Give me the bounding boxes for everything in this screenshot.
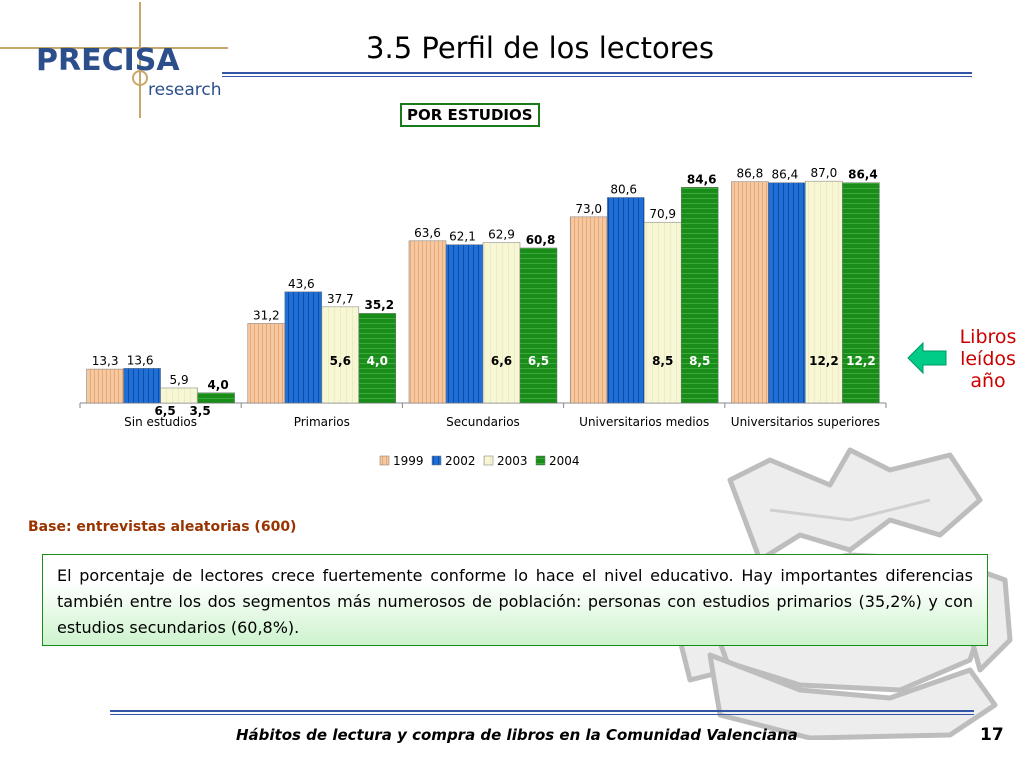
bar-1999-1	[86, 368, 124, 404]
books-read-label: Libros leídos año	[942, 326, 1024, 392]
logo-subtext: research	[148, 80, 222, 100]
data-label-1999-5: 86,8	[737, 167, 764, 181]
summary-box: El porcentaje de lectores crece fuerteme…	[42, 554, 988, 646]
chart-title: POR ESTUDIOS	[400, 103, 540, 127]
bar-2002-4	[606, 197, 645, 404]
bar-2004-2	[358, 312, 397, 404]
data-label-2002-5: 86,4	[772, 168, 799, 182]
books-read-2003-1: 6,5	[154, 404, 175, 418]
books-read-2004-2: 4,0	[367, 354, 388, 368]
data-label-2004-3: 60,8	[526, 233, 556, 247]
bar-2004-5	[842, 182, 880, 404]
books-read-label-line2: leídos	[960, 348, 1016, 370]
data-label-2004-2: 35,2	[364, 298, 394, 312]
header-rule-thin	[222, 76, 972, 77]
x-tick-label: Secundarios	[446, 415, 520, 429]
logo-text: PRECISA	[36, 43, 180, 78]
bar-2003-5	[805, 180, 843, 404]
legend-label-1999: 1999	[393, 454, 424, 468]
data-label-2003-3: 62,9	[488, 228, 515, 242]
books-read-2004-3: 6,5	[528, 354, 549, 368]
data-label-1999-1: 13,3	[92, 354, 119, 368]
data-label-2002-3: 62,1	[449, 230, 476, 244]
bar-2002-3	[445, 244, 484, 404]
bar-2003-2	[321, 306, 360, 404]
data-label-2003-1: 5,9	[170, 373, 189, 387]
legend-swatch-2002	[431, 455, 442, 466]
data-label-2002-4: 80,6	[610, 182, 637, 196]
data-label-2004-4: 84,6	[687, 172, 717, 186]
books-read-label-line3: año	[970, 370, 1006, 392]
bar-2004-1	[197, 392, 235, 404]
data-label-2003-2: 37,7	[327, 292, 354, 306]
x-tick-label: Sin estudios	[124, 415, 197, 429]
legend-label-2003: 2003	[497, 454, 528, 468]
books-read-2003-5: 12,2	[809, 354, 839, 368]
data-label-2002-2: 43,6	[288, 277, 315, 291]
page-number: 17	[980, 725, 1004, 745]
books-read-2003-4: 8,5	[652, 354, 673, 368]
bar-2002-2	[284, 291, 323, 404]
data-label-1999-4: 73,0	[575, 202, 602, 216]
bar-2003-1	[160, 387, 198, 404]
data-label-1999-3: 63,6	[414, 226, 441, 240]
footer-rule	[110, 710, 974, 712]
data-label-2002-1: 13,6	[127, 353, 154, 367]
bar-1999-5	[731, 181, 769, 404]
footer-rule-thin	[110, 714, 974, 715]
legend-swatch-1999	[379, 455, 390, 466]
data-label-2004-5: 86,4	[848, 168, 878, 182]
header-rule	[222, 72, 972, 74]
arrow-left-icon	[907, 341, 947, 375]
bar-2004-4	[680, 187, 719, 404]
data-label-1999-2: 31,2	[253, 308, 280, 322]
data-label-2003-4: 70,9	[649, 207, 676, 221]
books-read-2003-2: 5,6	[330, 354, 351, 368]
books-read-2003-3: 6,6	[491, 354, 512, 368]
bar-2003-3	[482, 242, 521, 404]
legend-label-2002: 2002	[445, 454, 476, 468]
bar-1999-4	[569, 216, 608, 404]
bar-1999-2	[247, 323, 286, 404]
x-tick-label: Universitarios superiores	[731, 415, 880, 429]
books-read-2004-4: 8,5	[689, 354, 710, 368]
x-tick-label: Primarios	[294, 415, 350, 429]
page-title: 3.5 Perfil de los lectores	[366, 31, 714, 65]
legend-swatch-2003	[483, 455, 494, 466]
precisa-logo: PRECISA research	[0, 2, 228, 118]
bar-1999-3	[408, 240, 447, 404]
books-read-2004-1: 3,5	[189, 404, 210, 418]
legend-swatch-2004	[535, 455, 546, 466]
books-read-2004-5: 12,2	[846, 354, 876, 368]
bar-2003-4	[643, 221, 682, 404]
books-read-label-line1: Libros	[959, 326, 1017, 348]
data-label-2004-1: 4,0	[207, 378, 228, 392]
bar-2002-1	[123, 368, 161, 404]
bar-2004-3	[519, 247, 558, 404]
legend-label-2004: 2004	[549, 454, 580, 468]
footer-text: Hábitos de lectura y compra de libros en…	[236, 726, 798, 744]
x-tick-label: Universitarios medios	[579, 415, 709, 429]
bar-2002-5	[768, 182, 806, 404]
data-label-2003-5: 87,0	[811, 166, 838, 180]
base-note: Base: entrevistas aleatorias (600)	[28, 519, 297, 535]
